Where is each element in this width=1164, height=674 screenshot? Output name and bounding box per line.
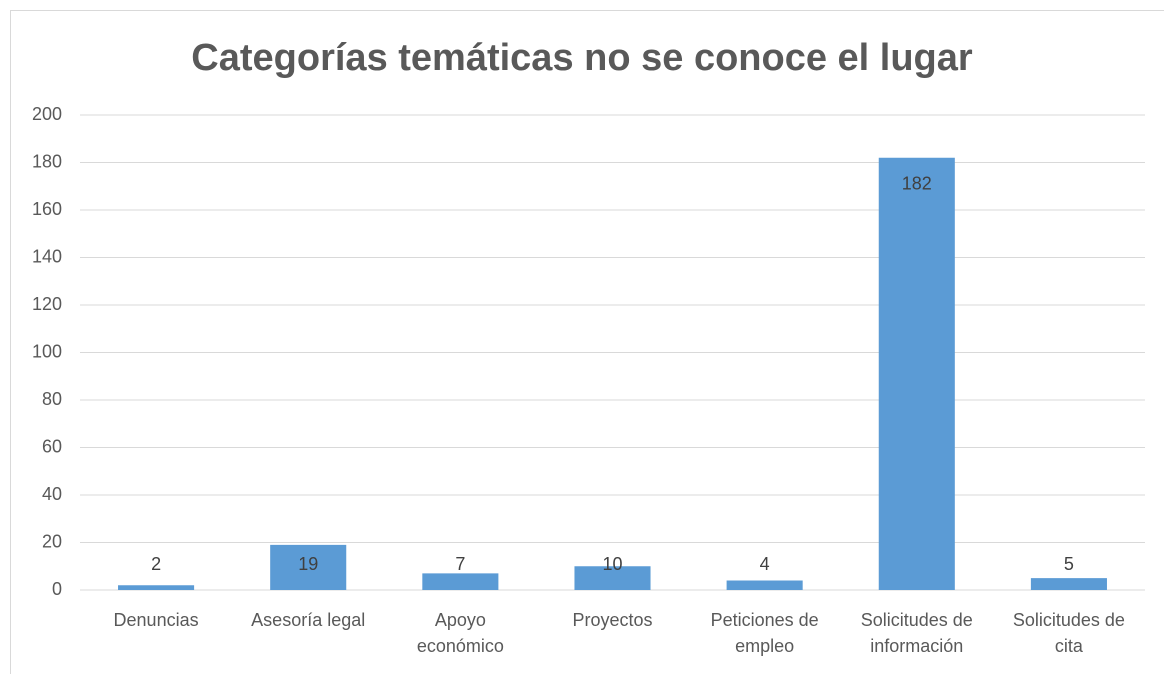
data-label: 10: [602, 554, 622, 574]
chart-frame: [10, 10, 1164, 674]
y-tick-label: 80: [42, 389, 62, 409]
data-label: 4: [760, 554, 770, 574]
bar: [422, 573, 499, 590]
y-tick-label: 140: [32, 246, 62, 266]
x-tick-label: Asesoría legal: [251, 610, 365, 630]
bar: [270, 544, 347, 590]
x-tick-label: Apoyo económico: [417, 610, 504, 656]
y-tick-label: 120: [32, 294, 62, 314]
x-tick-label: Solicitudes de información: [861, 610, 973, 656]
chart-title: Categorías temáticas no se conoce el lug…: [191, 37, 973, 79]
bar: [878, 157, 955, 590]
bar: [118, 585, 195, 590]
y-tick-label: 180: [32, 151, 62, 171]
y-tick-label: 100: [32, 341, 62, 361]
x-tick-label: Proyectos: [572, 610, 652, 630]
data-label: 19: [298, 554, 318, 574]
bar: [726, 580, 803, 590]
data-label: 7: [455, 554, 465, 574]
data-label: 2: [151, 554, 161, 574]
x-tick-label: Denuncias: [114, 610, 199, 630]
bar: [574, 566, 651, 590]
data-label: 5: [1064, 554, 1074, 574]
x-tick-label: Solicitudes de cita: [1013, 610, 1125, 656]
x-tick-label: Peticiones de empleo: [711, 610, 819, 656]
bar: [1030, 578, 1107, 590]
data-label: 182: [902, 174, 932, 194]
y-tick-label: 160: [32, 199, 62, 219]
y-tick-label: 200: [32, 104, 62, 124]
y-tick-label: 0: [52, 579, 62, 599]
y-tick-label: 60: [42, 436, 62, 456]
y-tick-label: 20: [42, 531, 62, 551]
y-tick-label: 40: [42, 484, 62, 504]
